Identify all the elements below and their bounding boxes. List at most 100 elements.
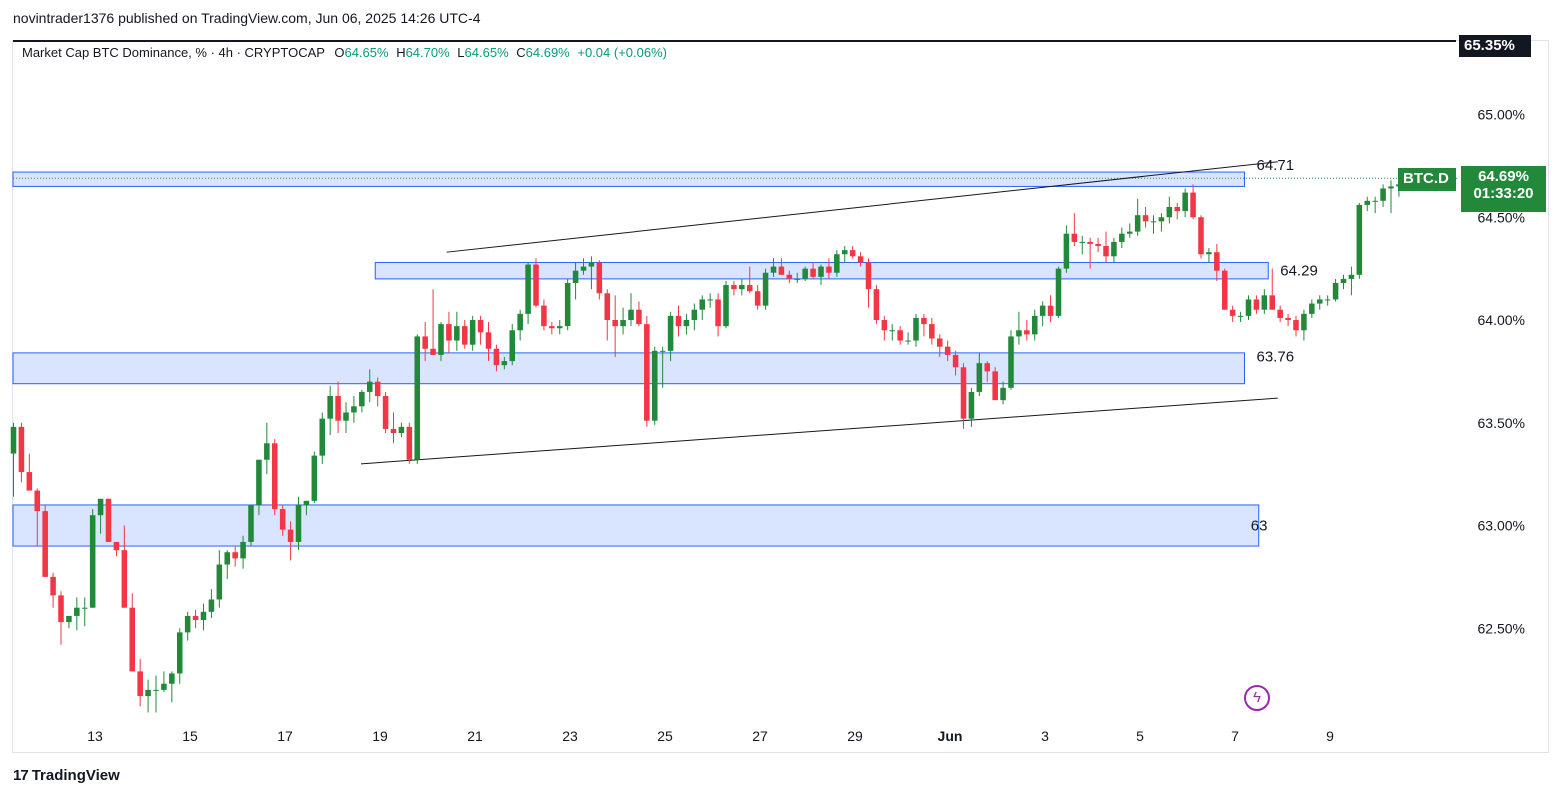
candle-body — [1380, 188, 1386, 201]
support-resistance-zone — [12, 504, 1260, 547]
candle — [1008, 330, 1014, 390]
candle — [438, 322, 444, 362]
candle — [541, 299, 547, 331]
candle-body — [1293, 320, 1299, 331]
candle — [675, 305, 682, 337]
candle-body — [382, 396, 389, 429]
candle-body — [667, 315, 674, 351]
candle-body — [1324, 299, 1331, 301]
candle — [944, 340, 951, 362]
candle — [1039, 301, 1046, 327]
candle-body — [1103, 246, 1109, 257]
candle — [1126, 223, 1133, 238]
candle-body — [295, 504, 302, 542]
candle-body — [105, 498, 112, 542]
candle-body — [1269, 295, 1276, 310]
candle — [596, 260, 603, 300]
candle-body — [1142, 215, 1149, 222]
candle — [1253, 295, 1260, 314]
flash-icon[interactable]: ϟ — [1244, 685, 1270, 711]
legend-high-value: 64.70% — [405, 45, 450, 60]
candle — [834, 250, 840, 277]
candle-body — [620, 320, 626, 327]
candle — [889, 324, 896, 341]
tradingview-logo[interactable]: 17 TradingView — [13, 767, 120, 784]
candle-body — [628, 309, 634, 320]
candle — [604, 289, 611, 341]
candle-body — [739, 285, 745, 290]
candle — [1332, 278, 1339, 302]
candle — [667, 311, 674, 362]
candle — [1190, 184, 1196, 220]
candle — [1301, 309, 1307, 341]
candle — [1206, 248, 1212, 263]
candle-body — [1388, 186, 1394, 189]
time-axis[interactable]: 13 15 17 19 21 23 25 27 29 Jun 3 5 7 9 — [87, 728, 1334, 744]
candle-body — [525, 264, 531, 314]
candle — [754, 285, 761, 310]
time-axis-label: 19 — [372, 728, 388, 744]
candle — [731, 280, 737, 296]
candle-body — [271, 443, 278, 510]
legend-low-key: L — [457, 45, 465, 60]
candle — [145, 679, 151, 713]
candle-body — [905, 340, 911, 342]
candle — [169, 671, 175, 703]
candle — [461, 320, 468, 349]
candle — [1071, 213, 1078, 247]
zone-level-label: 63.76 — [1257, 348, 1295, 365]
symbol-title[interactable]: Market Cap BTC Dominance, % · 4h · CRYPT… — [22, 45, 325, 60]
candle — [1111, 237, 1117, 263]
candle — [454, 311, 460, 351]
candles-layer — [10, 176, 1410, 713]
candle-body — [1031, 315, 1038, 335]
candle-body — [319, 418, 326, 456]
candle — [137, 659, 143, 707]
candle — [929, 317, 935, 345]
candle-body — [1229, 309, 1236, 316]
candle — [628, 293, 634, 327]
candle — [161, 671, 167, 692]
candle — [287, 521, 294, 561]
candle-body — [374, 381, 381, 397]
time-axis-label: 5 — [1136, 728, 1144, 744]
candle — [651, 346, 658, 425]
high-price-tag: 65.35% — [1459, 35, 1531, 57]
candle-body — [968, 391, 975, 419]
zone-level-label: 64.29 — [1280, 263, 1318, 280]
candle-body — [889, 330, 896, 332]
candle — [1063, 225, 1070, 273]
candle — [525, 262, 531, 325]
candle — [739, 278, 745, 296]
candle-body — [256, 459, 262, 505]
candle-body — [34, 490, 41, 512]
candle-body — [161, 683, 167, 690]
candle — [351, 396, 357, 423]
candle — [271, 439, 278, 516]
candle — [414, 334, 421, 464]
candle — [1214, 243, 1220, 281]
candle — [10, 422, 17, 497]
candle — [683, 313, 690, 335]
candle — [319, 412, 326, 464]
candle — [74, 597, 80, 631]
candle — [620, 307, 626, 335]
candle — [1142, 206, 1149, 228]
candle-body — [659, 350, 666, 352]
candle-body — [762, 272, 769, 306]
candle — [588, 256, 595, 290]
candle — [968, 387, 975, 427]
candle — [311, 451, 318, 503]
candle-body — [224, 552, 231, 565]
candle-body — [1174, 206, 1181, 212]
candle — [113, 541, 120, 557]
candle — [430, 289, 436, 355]
price-axis[interactable]: 65.00% 64.50% 64.00% 63.50% 63.00% 62.50% — [1478, 107, 1525, 637]
candle-body — [176, 632, 183, 674]
candle — [501, 356, 508, 370]
candle — [390, 412, 397, 444]
candle — [398, 422, 405, 438]
candle — [913, 313, 919, 347]
candle — [129, 593, 136, 672]
